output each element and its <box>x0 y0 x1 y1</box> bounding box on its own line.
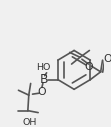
Text: O: O <box>38 87 46 97</box>
Text: B: B <box>40 73 48 86</box>
Text: O: O <box>103 54 111 64</box>
Text: O: O <box>84 62 93 72</box>
Text: HO: HO <box>36 64 50 72</box>
Text: OH: OH <box>23 118 37 127</box>
